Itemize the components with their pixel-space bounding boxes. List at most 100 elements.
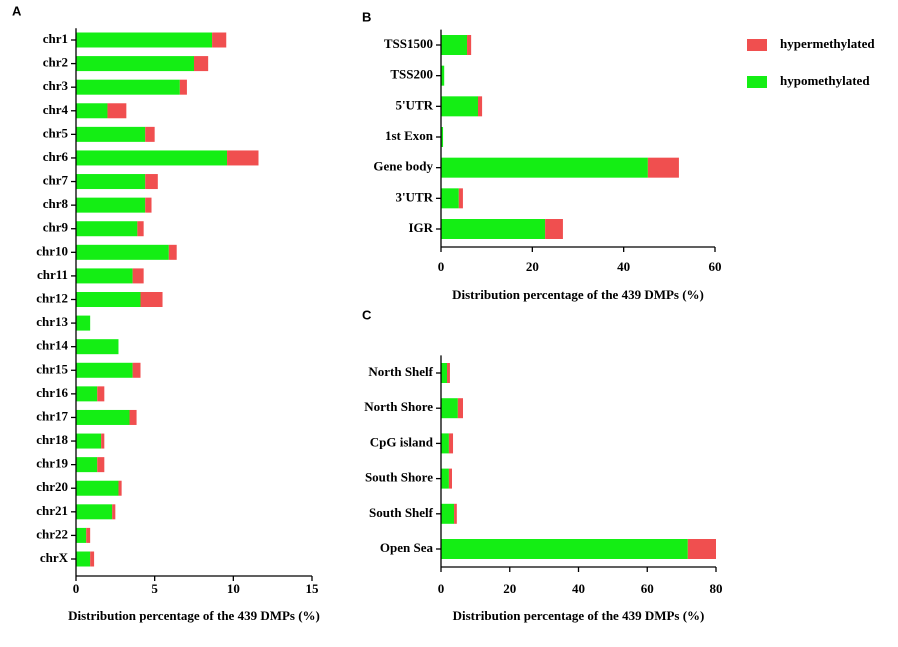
y-tick-label: Open Sea xyxy=(380,540,434,555)
x-tick-label: 0 xyxy=(438,581,445,596)
bar xyxy=(107,103,127,119)
bar xyxy=(457,398,463,419)
bar xyxy=(76,386,98,402)
y-tick-label: chr20 xyxy=(36,479,68,494)
x-tick-label: 0 xyxy=(438,259,445,274)
y-tick-label: 1st Exon xyxy=(385,128,434,143)
x-tick-label: 20 xyxy=(503,581,516,596)
bar xyxy=(441,503,455,524)
legend-label: hypomethylated xyxy=(780,73,870,88)
bar xyxy=(76,244,169,260)
bar xyxy=(76,527,87,543)
bar xyxy=(76,103,108,119)
y-tick-label: chr13 xyxy=(36,314,68,329)
y-tick-label: chr1 xyxy=(43,31,68,46)
bar xyxy=(140,292,163,307)
legend-swatch xyxy=(747,39,767,51)
x-tick-label: 10 xyxy=(227,581,240,596)
bar xyxy=(137,221,144,237)
bar xyxy=(441,65,445,86)
y-tick-label: chr16 xyxy=(36,385,68,400)
bar xyxy=(687,539,716,559)
y-tick-label: IGR xyxy=(408,220,433,235)
y-tick-label: chrX xyxy=(40,550,69,565)
y-tick-label: 5'UTR xyxy=(395,97,433,112)
bar xyxy=(441,188,459,209)
y-tick-label: chr10 xyxy=(36,243,68,258)
bar xyxy=(76,268,133,284)
bar xyxy=(212,32,227,48)
bar xyxy=(76,433,102,449)
y-tick-label: chr7 xyxy=(43,173,69,188)
bar xyxy=(145,197,152,213)
bar xyxy=(90,551,95,567)
y-tick-label: chr4 xyxy=(43,102,69,117)
y-tick-label: chr8 xyxy=(43,196,69,211)
y-tick-label: chr3 xyxy=(43,78,69,93)
y-tick-label: chr14 xyxy=(36,338,68,353)
y-tick-label: chr9 xyxy=(43,220,69,235)
y-tick-label: South Shelf xyxy=(369,505,434,520)
legend-swatch xyxy=(747,76,767,88)
y-tick-label: chr15 xyxy=(36,361,68,376)
bar xyxy=(76,480,119,496)
x-tick-label: 60 xyxy=(641,581,654,596)
y-tick-label: TSS1500 xyxy=(384,36,433,51)
bar xyxy=(145,126,155,142)
bar xyxy=(76,32,213,48)
bar xyxy=(194,56,209,72)
bar xyxy=(441,433,449,454)
y-tick-label: 3'UTR xyxy=(395,189,433,204)
bar xyxy=(477,96,483,117)
bar xyxy=(441,363,448,383)
y-tick-label: chr11 xyxy=(37,267,68,282)
bar xyxy=(448,468,452,489)
bar xyxy=(76,126,146,142)
bar xyxy=(118,480,122,496)
x-axis-label: Distribution percentage of the 439 DMPs … xyxy=(452,287,704,302)
y-tick-label: North Shelf xyxy=(368,364,433,379)
bar xyxy=(454,503,457,524)
y-tick-label: chr12 xyxy=(36,290,68,305)
bar xyxy=(458,188,463,209)
x-tick-label: 80 xyxy=(710,581,723,596)
x-tick-label: 40 xyxy=(617,259,630,274)
bar xyxy=(441,35,468,55)
bar xyxy=(441,157,648,178)
bar xyxy=(441,96,478,117)
bar xyxy=(76,551,91,567)
bar xyxy=(76,221,138,237)
bar xyxy=(76,409,130,425)
y-tick-label: chr21 xyxy=(36,503,68,518)
bar xyxy=(76,504,113,520)
x-tick-label: 15 xyxy=(306,581,320,596)
bar xyxy=(76,457,98,473)
bar xyxy=(97,457,105,473)
y-tick-label: Gene body xyxy=(373,159,433,174)
bar xyxy=(168,244,177,260)
bar xyxy=(441,219,546,239)
bar xyxy=(76,56,194,72)
bar xyxy=(647,157,679,178)
x-tick-label: 20 xyxy=(526,259,539,274)
panel-label: B xyxy=(362,9,371,24)
bar xyxy=(76,339,119,355)
x-tick-label: 5 xyxy=(151,581,158,596)
panel-label: C xyxy=(362,307,372,322)
y-tick-label: North Shore xyxy=(364,399,433,414)
bar xyxy=(76,197,146,213)
bar xyxy=(227,150,259,166)
y-tick-label: CpG island xyxy=(370,434,434,449)
x-axis-label: Distribution percentage of the 439 DMPs … xyxy=(68,608,320,623)
bar xyxy=(97,386,105,402)
y-tick-label: chr17 xyxy=(36,408,68,423)
legend-label: hypermethylated xyxy=(780,36,875,51)
bar xyxy=(132,268,144,284)
bar xyxy=(76,362,133,378)
bar xyxy=(76,79,180,95)
y-tick-label: TSS200 xyxy=(390,67,433,82)
y-tick-label: chr5 xyxy=(43,125,69,140)
y-tick-label: South Shore xyxy=(365,470,433,485)
bar xyxy=(112,504,116,520)
